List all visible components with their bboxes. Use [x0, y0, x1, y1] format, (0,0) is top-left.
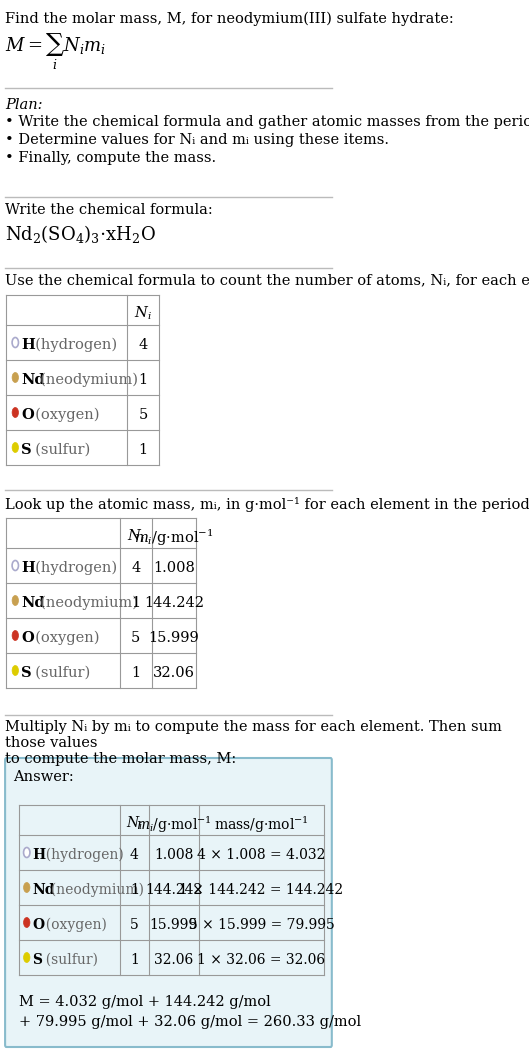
Text: (oxygen): (oxygen)	[26, 408, 99, 423]
Text: 32.06: 32.06	[153, 666, 195, 680]
Text: 1 × 144.242 = 144.242: 1 × 144.242 = 144.242	[179, 883, 343, 897]
Text: 4 × 1.008 = 4.032: 4 × 1.008 = 4.032	[197, 848, 326, 862]
Text: 1: 1	[131, 666, 140, 680]
Text: 144.242: 144.242	[144, 596, 204, 610]
Text: $N_i$: $N_i$	[134, 305, 152, 323]
Text: 4: 4	[130, 848, 139, 862]
Text: 1 × 32.06 = 32.06: 1 × 32.06 = 32.06	[197, 953, 325, 967]
Circle shape	[12, 408, 19, 417]
Text: M = 4.032 g/mol + 144.242 g/mol: M = 4.032 g/mol + 144.242 g/mol	[19, 995, 271, 1009]
Circle shape	[12, 596, 19, 605]
Text: (hydrogen): (hydrogen)	[26, 561, 117, 575]
Text: (oxygen): (oxygen)	[37, 918, 107, 933]
Text: + 79.995 g/mol + 32.06 g/mol = 260.33 g/mol: + 79.995 g/mol + 32.06 g/mol = 260.33 g/…	[19, 1015, 361, 1029]
Text: (neodymium): (neodymium)	[42, 883, 144, 897]
Circle shape	[24, 953, 30, 962]
Text: $N_i$: $N_i$	[127, 528, 144, 545]
Circle shape	[12, 630, 19, 641]
Text: 1: 1	[130, 953, 139, 967]
Text: Find the molar mass, M, for neodymium(III) sulfate hydrate:: Find the molar mass, M, for neodymium(II…	[5, 12, 454, 26]
Text: 1.008: 1.008	[153, 561, 195, 575]
Text: O: O	[21, 631, 34, 645]
Circle shape	[24, 882, 30, 893]
Text: (neodymium): (neodymium)	[31, 373, 138, 388]
Text: 15.999: 15.999	[149, 631, 199, 645]
Text: 1: 1	[131, 596, 140, 610]
Text: S: S	[32, 953, 42, 967]
Text: S: S	[21, 443, 32, 457]
Text: Nd: Nd	[21, 596, 44, 610]
Circle shape	[24, 847, 30, 858]
Text: 1: 1	[139, 373, 148, 387]
Text: $M = \sum_i N_i m_i$: $M = \sum_i N_i m_i$	[5, 32, 106, 72]
Text: 4: 4	[131, 561, 140, 575]
Circle shape	[12, 665, 19, 676]
Circle shape	[12, 561, 19, 570]
Text: 1.008: 1.008	[154, 848, 194, 862]
Text: Answer:: Answer:	[13, 770, 74, 784]
Text: S: S	[21, 666, 32, 680]
Text: $m_i$/g·mol$^{-1}$: $m_i$/g·mol$^{-1}$	[136, 815, 212, 836]
Circle shape	[12, 337, 19, 348]
Text: (sulfur): (sulfur)	[26, 666, 90, 680]
FancyBboxPatch shape	[5, 758, 332, 1047]
Text: H: H	[21, 338, 35, 352]
Text: 1: 1	[130, 883, 139, 897]
Text: Plan:: Plan:	[5, 98, 43, 112]
Text: $m_i$/g·mol$^{-1}$: $m_i$/g·mol$^{-1}$	[134, 528, 214, 548]
Text: Look up the atomic mass, mᵢ, in g·mol⁻¹ for each element in the periodic table:: Look up the atomic mass, mᵢ, in g·mol⁻¹ …	[5, 497, 529, 512]
Text: 5: 5	[139, 408, 148, 422]
Text: mass/g·mol$^{-1}$: mass/g·mol$^{-1}$	[214, 815, 309, 836]
Text: Multiply Nᵢ by mᵢ to compute the mass for each element. Then sum those values
to: Multiply Nᵢ by mᵢ to compute the mass fo…	[5, 720, 502, 766]
Text: O: O	[32, 918, 44, 932]
Text: $\mathrm{Nd_2(SO_4)_3{\cdot}xH_2O}$: $\mathrm{Nd_2(SO_4)_3{\cdot}xH_2O}$	[5, 223, 156, 245]
Text: H: H	[21, 561, 35, 575]
Text: Nd: Nd	[21, 373, 44, 387]
Circle shape	[12, 443, 19, 452]
Text: 144.242: 144.242	[145, 883, 203, 897]
Text: (oxygen): (oxygen)	[26, 631, 99, 645]
Text: • Finally, compute the mass.: • Finally, compute the mass.	[5, 151, 216, 165]
Circle shape	[12, 372, 19, 383]
Text: (hydrogen): (hydrogen)	[26, 338, 117, 352]
Text: H: H	[32, 848, 45, 862]
Text: O: O	[21, 408, 34, 422]
Text: Write the chemical formula:: Write the chemical formula:	[5, 203, 213, 217]
Text: 5: 5	[130, 918, 139, 932]
Text: 15.999: 15.999	[150, 918, 198, 932]
Text: • Write the chemical formula and gather atomic masses from the periodic table.: • Write the chemical formula and gather …	[5, 115, 529, 129]
Text: $N_i$: $N_i$	[126, 815, 143, 833]
Text: (sulfur): (sulfur)	[37, 953, 98, 967]
Text: (hydrogen): (hydrogen)	[37, 848, 124, 862]
Text: Use the chemical formula to count the number of atoms, Nᵢ, for each element:: Use the chemical formula to count the nu…	[5, 273, 529, 287]
Text: • Determine values for Nᵢ and mᵢ using these items.: • Determine values for Nᵢ and mᵢ using t…	[5, 133, 389, 147]
Text: 32.06: 32.06	[154, 953, 194, 967]
Text: (sulfur): (sulfur)	[26, 443, 90, 457]
Text: 1: 1	[139, 443, 148, 457]
Text: Nd: Nd	[32, 883, 55, 897]
Text: (neodymium): (neodymium)	[31, 596, 138, 610]
Text: 5 × 15.999 = 79.995: 5 × 15.999 = 79.995	[188, 918, 334, 932]
Circle shape	[24, 917, 30, 928]
Text: 4: 4	[139, 338, 148, 352]
Text: 5: 5	[131, 631, 140, 645]
